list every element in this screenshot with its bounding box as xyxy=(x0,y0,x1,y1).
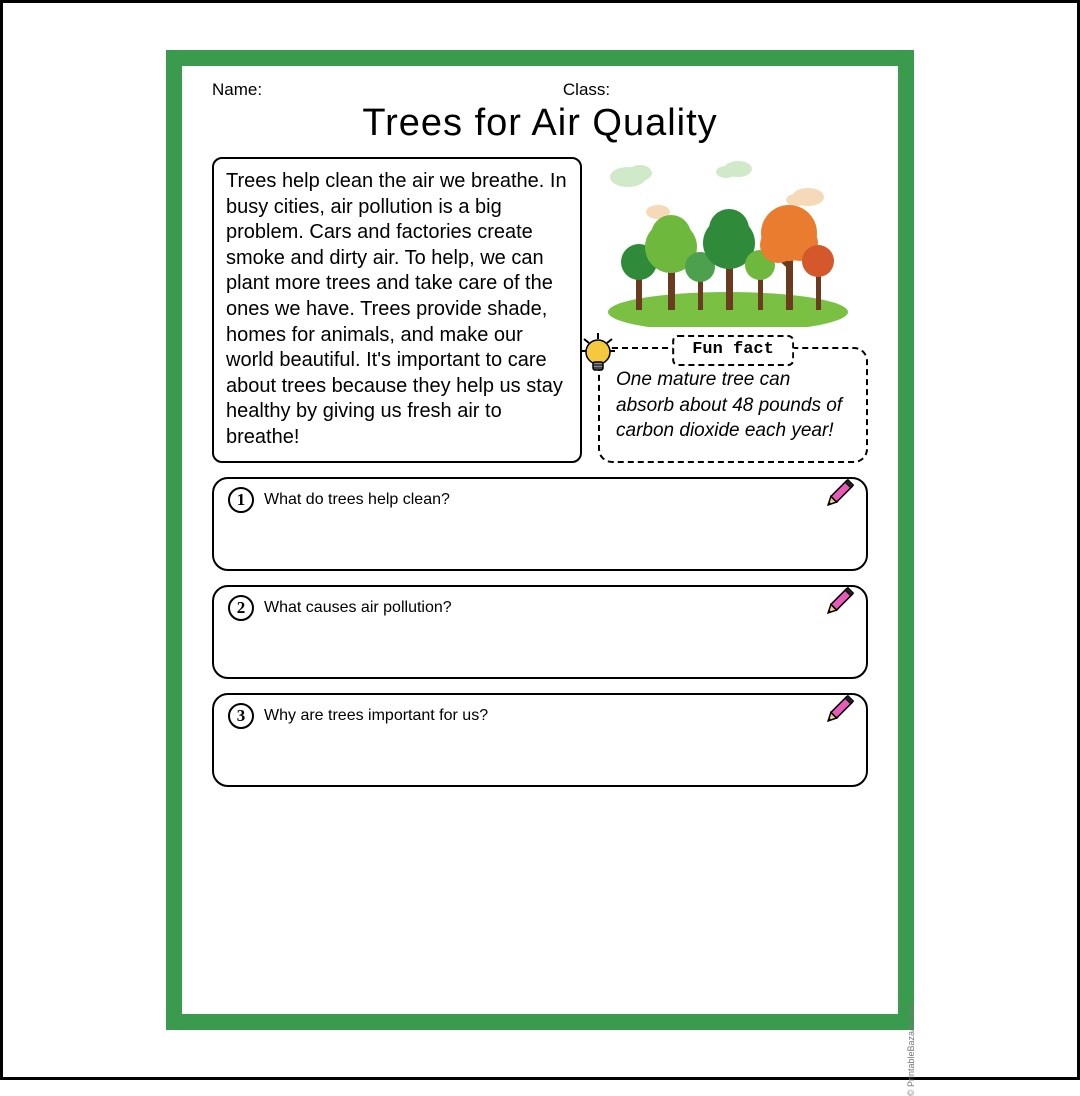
reading-passage: Trees help clean the air we breathe. In … xyxy=(212,157,582,463)
copyright-text: © PrintableBazaar.com xyxy=(906,1004,916,1096)
question-number: 2 xyxy=(228,595,254,621)
trees-illustration xyxy=(598,157,868,327)
worksheet-page: Name: Class: Trees for Air Quality Trees… xyxy=(182,66,898,1014)
pencil-icon xyxy=(820,477,856,518)
question-text: Why are trees important for us? xyxy=(264,705,488,725)
funfact-text: One mature tree can absorb about 48 poun… xyxy=(616,367,850,444)
question-3[interactable]: 3 Why are trees important for us? xyxy=(212,693,868,787)
funfact-label: Fun fact xyxy=(672,335,794,366)
lightbulb-icon xyxy=(578,331,618,383)
funfact-box: Fun fact One mature tree can absorb abou… xyxy=(598,347,868,463)
header-row: Name: Class: xyxy=(212,80,868,100)
content-row: Trees help clean the air we breathe. In … xyxy=(212,157,868,463)
question-text: What causes air pollution? xyxy=(264,597,452,617)
question-2[interactable]: 2 What causes air pollution? xyxy=(212,585,868,679)
worksheet-frame: Name: Class: Trees for Air Quality Trees… xyxy=(166,50,914,1030)
pencil-icon xyxy=(820,585,856,626)
class-label[interactable]: Class: xyxy=(563,80,868,100)
question-1[interactable]: 1 What do trees help clean? xyxy=(212,477,868,571)
page-title: Trees for Air Quality xyxy=(212,102,868,145)
questions-section: 1 What do trees help clean? 2 What xyxy=(212,477,868,787)
name-label[interactable]: Name: xyxy=(212,80,563,100)
question-text: What do trees help clean? xyxy=(264,489,450,509)
question-number: 1 xyxy=(228,487,254,513)
pencil-icon xyxy=(820,693,856,734)
right-column: Fun fact One mature tree can absorb abou… xyxy=(598,157,868,463)
question-number: 3 xyxy=(228,703,254,729)
